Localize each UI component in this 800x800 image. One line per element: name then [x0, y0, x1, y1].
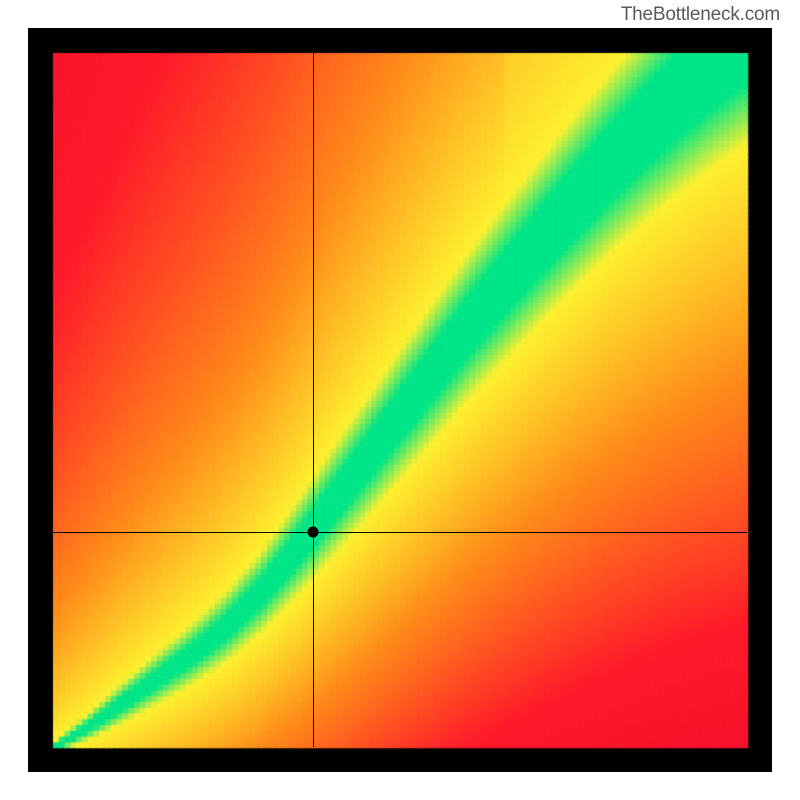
watermark-text: TheBottleneck.com — [621, 4, 780, 26]
marker-point — [308, 526, 319, 537]
chart-frame — [28, 28, 772, 772]
crosshair-vertical — [313, 53, 314, 747]
crosshair-horizontal — [53, 532, 747, 533]
chart-container: TheBottleneck.com — [0, 0, 800, 800]
heatmap-canvas — [28, 28, 772, 772]
